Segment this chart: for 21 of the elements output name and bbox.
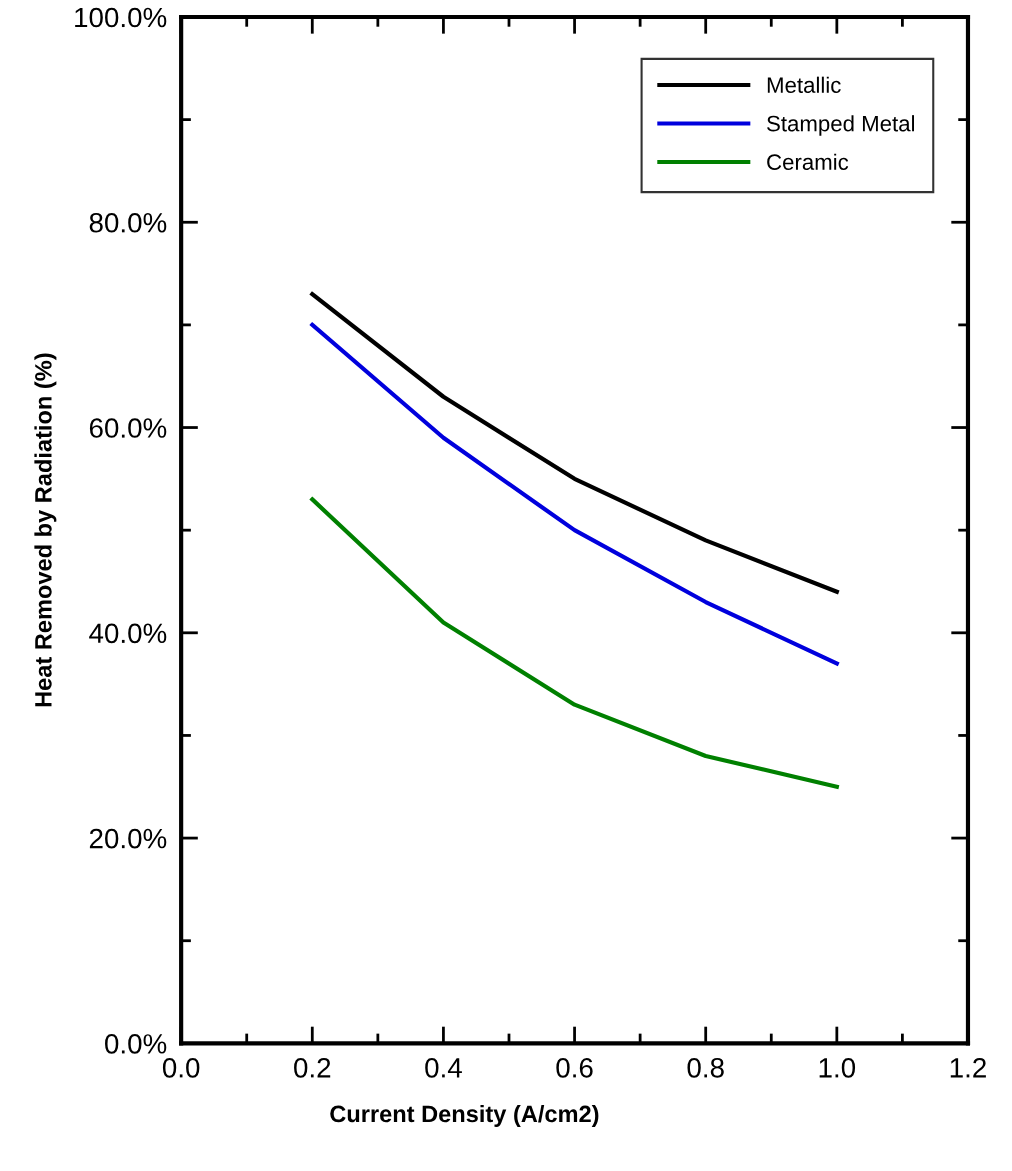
line-series <box>310 497 839 789</box>
line-series <box>310 292 839 594</box>
legend-label: Metallic <box>767 76 841 93</box>
legend-label: Ceramic <box>767 153 849 170</box>
x-tick-label: 0.6 <box>556 1057 593 1078</box>
y-tick-label: 20.0% <box>89 828 167 849</box>
line-series <box>310 322 839 666</box>
y-tick-label: 80.0% <box>89 212 167 233</box>
x-tick-label: 0.4 <box>425 1057 462 1078</box>
x-tick-label: 1.0 <box>819 1057 856 1078</box>
y-tick-label: 40.0% <box>89 623 167 644</box>
x-tick-label: 0.2 <box>294 1057 331 1078</box>
y-tick-label: 100.0% <box>75 7 167 28</box>
y-axis-title: Heat Removed by Radiation (%) <box>34 353 57 707</box>
x-tick-label: 0.8 <box>687 1057 724 1078</box>
x-tick-label: 1.2 <box>950 1057 986 1078</box>
x-axis-title: Current Density (A/cm2) <box>330 1104 599 1127</box>
legend-label: Stamped Metal <box>767 115 915 136</box>
x-tick-label: 0.0 <box>162 1057 200 1078</box>
y-tick-label: 0.0% <box>105 1034 167 1054</box>
y-tick-label: 60.0% <box>89 418 167 438</box>
